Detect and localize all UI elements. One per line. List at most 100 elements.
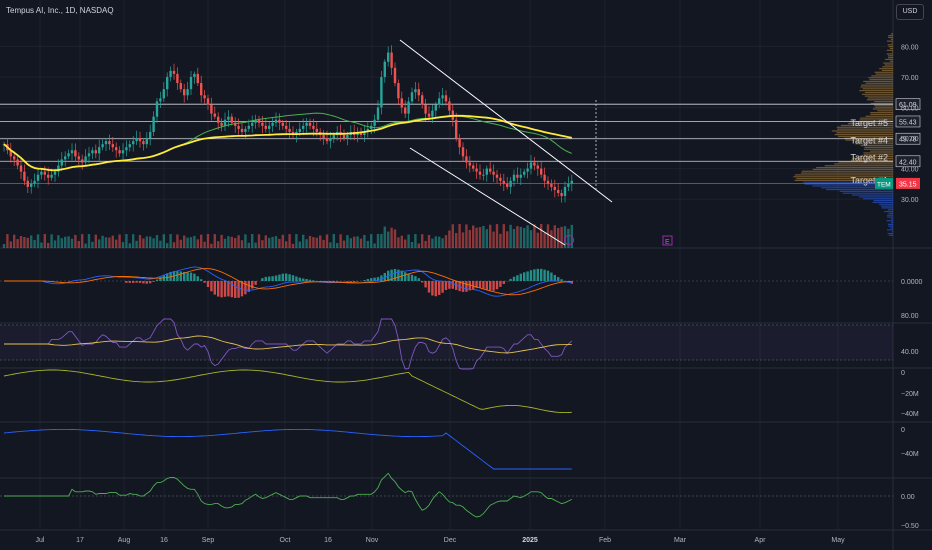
candle-body	[325, 138, 329, 142]
candle-body	[152, 116, 155, 132]
candle-body	[455, 119, 458, 139]
candle-body	[475, 168, 478, 172]
macd-histogram-bar	[210, 281, 213, 292]
candle-body	[346, 135, 349, 139]
macd-histogram-bar	[200, 279, 203, 281]
candle-body	[448, 101, 451, 111]
candle-body	[485, 168, 488, 175]
macd-histogram-bar	[346, 281, 349, 282]
candle-body	[390, 52, 393, 68]
macd-histogram-bar	[281, 273, 284, 281]
candle-body	[40, 171, 43, 175]
candle-body	[407, 101, 410, 114]
ind3-tick-label: −20M	[901, 391, 919, 398]
macd-histogram-bar	[271, 276, 274, 281]
candle-body	[234, 122, 237, 126]
candle-body	[36, 174, 40, 181]
macd-histogram-bar	[495, 281, 499, 290]
candle-body	[19, 165, 23, 172]
macd-histogram-bar	[407, 273, 410, 281]
channel-upper-line	[399, 39, 613, 203]
candle-body	[546, 180, 550, 184]
candle-body	[278, 119, 281, 123]
macd-histogram-bar	[441, 281, 444, 293]
macd-histogram-bar	[383, 272, 386, 281]
currency-button[interactable]: USD	[896, 4, 924, 20]
candle-body	[94, 150, 97, 154]
candle-body	[81, 159, 84, 163]
macd-histogram-bar	[373, 277, 376, 281]
macd-histogram-bar	[264, 276, 267, 281]
candle-body	[196, 73, 199, 84]
macd-histogram-bar	[227, 281, 230, 297]
level-price-box	[895, 98, 921, 110]
candle-body	[176, 73, 179, 84]
time-tick-label: 16	[324, 537, 332, 544]
candle-body	[67, 153, 70, 157]
rsi-tick-label: 80.00	[901, 313, 919, 320]
candle-body	[87, 153, 91, 157]
candle-body	[257, 119, 261, 123]
macd-histogram-bar	[230, 281, 233, 298]
candle-body	[567, 183, 570, 187]
time-tick-label: May	[831, 537, 845, 544]
macd-histogram-bar	[353, 281, 356, 282]
price-axis: 80.00 70.00 60.00 50.00 40.00 30.00 TEM 35.15	[875, 44, 920, 204]
macd-histogram-bar	[485, 281, 488, 290]
time-tick-label: 2025	[522, 537, 538, 544]
macd-histogram-bar	[189, 272, 193, 281]
candle-body	[104, 141, 108, 145]
macd-histogram-bar	[196, 276, 199, 281]
candle-body	[142, 141, 145, 145]
candle-body	[543, 174, 546, 181]
macd-histogram-bar	[319, 281, 322, 282]
macd-histogram-bar	[431, 281, 434, 296]
candle-body	[118, 150, 121, 154]
macd-histogram-bar	[336, 281, 339, 282]
candle-body	[91, 150, 94, 154]
candle-body	[387, 52, 390, 62]
candle-body	[159, 98, 162, 102]
candle-body	[183, 89, 186, 96]
time-tick-label: Sep	[202, 537, 215, 544]
candle-body	[264, 125, 267, 129]
macd-histogram-bar	[308, 279, 312, 281]
candle-body	[50, 174, 53, 178]
sma-100-line	[3, 114, 572, 172]
indicator-4-line	[3, 428, 572, 470]
candle-body	[121, 150, 125, 154]
last-price-label: 35.15	[899, 181, 917, 188]
macd-histogram-bar	[142, 281, 145, 284]
candle-body	[468, 162, 471, 166]
candle-body	[13, 156, 16, 160]
candle-body	[489, 168, 492, 172]
macd-histogram-bar	[274, 275, 278, 281]
candle-body	[421, 95, 424, 105]
macd-histogram-bar	[489, 281, 492, 291]
candle-body	[523, 171, 526, 175]
ind4-tick-label: −40M	[901, 451, 919, 458]
moving-averages	[3, 112, 572, 172]
candle-body	[77, 156, 80, 160]
time-tick-label: Aug	[118, 537, 131, 544]
time-tick-label: Mar	[674, 537, 687, 544]
macd-histogram-bar	[550, 272, 553, 281]
macd-histogram-bar	[176, 271, 179, 281]
candle-body	[312, 125, 315, 129]
macd-line	[4, 266, 572, 297]
candle-body	[492, 171, 495, 175]
macd-histogram-bar	[519, 273, 522, 281]
macd-signal-line	[4, 268, 572, 296]
candle-body	[427, 113, 431, 117]
candle-body	[383, 61, 386, 77]
level-price-label: 61.09	[899, 102, 917, 109]
candle-body	[149, 131, 152, 139]
candle-body	[172, 70, 176, 74]
macd-histogram-bar	[349, 281, 352, 282]
candle-body	[557, 189, 560, 194]
candle-body	[373, 119, 376, 126]
macd-histogram-bar	[356, 281, 359, 282]
candle-body	[203, 95, 206, 99]
